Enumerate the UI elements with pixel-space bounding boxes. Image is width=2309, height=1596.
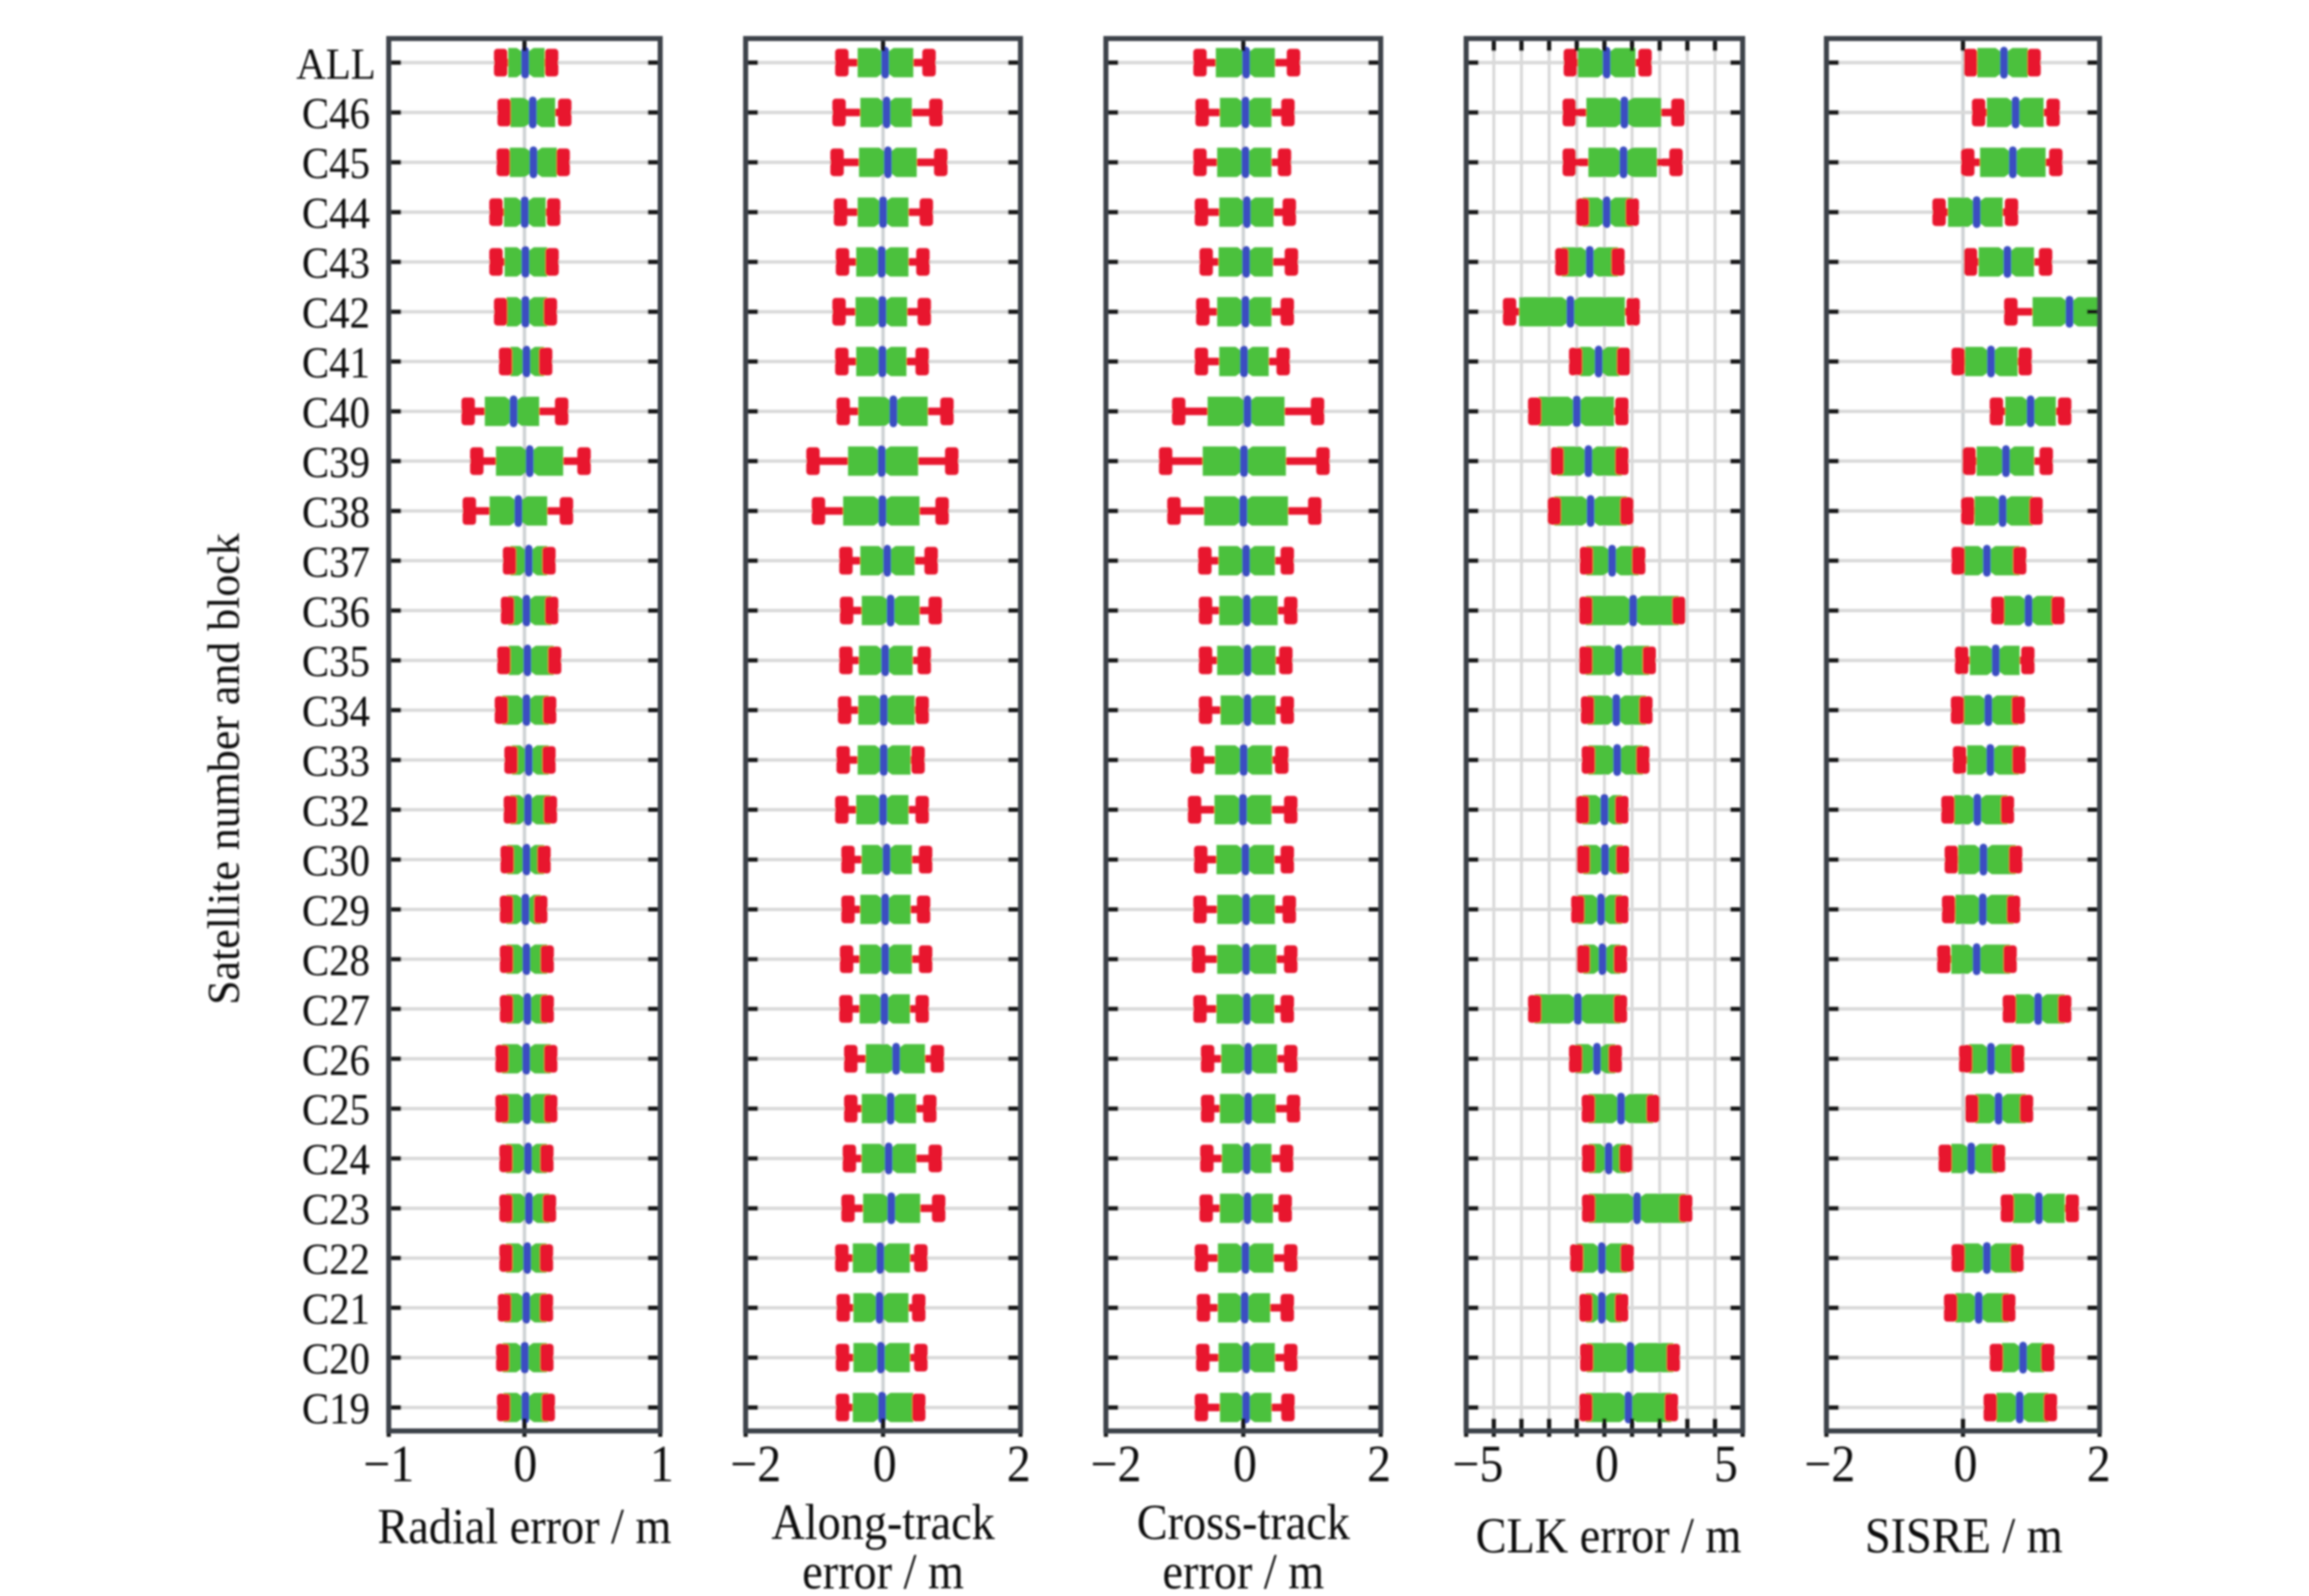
svg-text:C22: C22 [302,1236,369,1284]
svg-text:0: 0 [514,1435,538,1493]
svg-text:Satellite number and block: Satellite number and block [199,533,249,1005]
svg-text:2: 2 [2087,1435,2111,1493]
svg-text:ALL: ALL [297,40,376,89]
svg-text:C38: C38 [302,488,369,537]
svg-text:1: 1 [650,1435,674,1493]
svg-text:0: 0 [1954,1435,1978,1493]
svg-text:C20: C20 [302,1335,369,1384]
svg-text:0: 0 [1233,1435,1258,1493]
svg-text:5: 5 [1714,1435,1738,1493]
svg-text:2: 2 [1367,1435,1392,1493]
svg-text:C30: C30 [302,837,369,886]
svg-text:0: 0 [873,1435,897,1493]
svg-text:C42: C42 [302,289,369,338]
svg-text:C21: C21 [302,1285,369,1334]
svg-text:Cross-track: Cross-track [1137,1495,1351,1551]
svg-text:C27: C27 [302,987,369,1036]
svg-text:C44: C44 [302,189,369,238]
svg-text:C41: C41 [302,339,369,388]
svg-text:C45: C45 [302,140,369,189]
svg-text:C36: C36 [302,588,369,637]
svg-text:Along-track: Along-track [772,1495,995,1551]
svg-text:C28: C28 [302,937,369,985]
svg-text:−5: −5 [1453,1435,1504,1493]
svg-text:C37: C37 [302,539,369,587]
svg-text:C33: C33 [302,737,369,786]
svg-text:C34: C34 [302,688,369,736]
svg-text:C35: C35 [302,638,369,686]
svg-text:Radial error / m: Radial error / m [378,1500,672,1555]
svg-text:−2: −2 [1805,1435,1856,1493]
svg-text:C39: C39 [302,439,369,488]
svg-text:C43: C43 [302,240,369,288]
svg-text:C24: C24 [302,1136,369,1185]
svg-text:error / m: error / m [802,1545,963,1596]
svg-text:C23: C23 [302,1185,369,1234]
svg-text:0: 0 [1595,1435,1619,1493]
svg-text:C25: C25 [302,1086,369,1134]
svg-text:C40: C40 [302,389,369,437]
svg-text:error / m: error / m [1162,1545,1324,1596]
svg-text:−1: −1 [364,1435,415,1493]
svg-text:−2: −2 [1091,1435,1142,1493]
svg-text:−2: −2 [731,1435,782,1493]
svg-text:C32: C32 [302,788,369,836]
svg-text:C19: C19 [302,1385,369,1433]
svg-text:C46: C46 [302,90,369,138]
svg-text:C26: C26 [302,1036,369,1085]
svg-text:SISRE / m: SISRE / m [1865,1509,2063,1564]
svg-text:2: 2 [1007,1435,1031,1493]
svg-text:CLK error / m: CLK error / m [1475,1509,1741,1564]
svg-text:C29: C29 [302,887,369,936]
